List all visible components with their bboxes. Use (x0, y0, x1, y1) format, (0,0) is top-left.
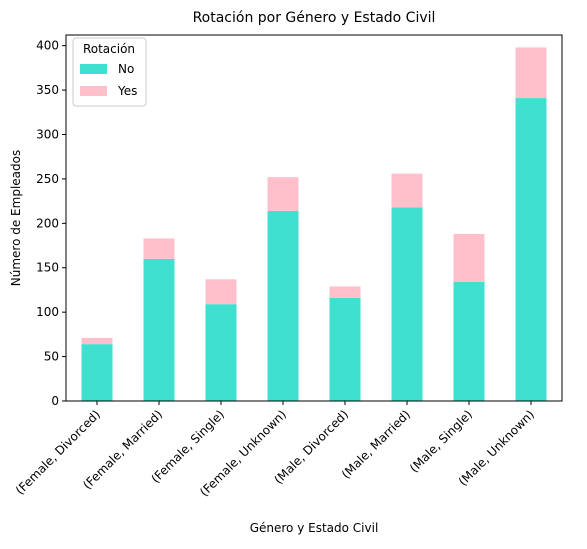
bars-layer (81, 47, 547, 401)
bar-male-unknown-yes (515, 47, 547, 99)
chart-title: Rotación por Género y Estado Civil (193, 10, 436, 26)
y-tick-label-100: 100 (36, 305, 59, 319)
y-tick-label-400: 400 (36, 39, 59, 53)
legend-label-no: No (118, 62, 134, 76)
x-tick-label-male-married: (Male, Married) (339, 407, 413, 481)
x-axis: (Female, Divorced)(Female, Married)(Fema… (13, 401, 537, 499)
bar-female-unknown-no (267, 210, 299, 401)
y-tick-label-150: 150 (36, 261, 59, 275)
plot-frame (65, 34, 563, 402)
bar-female-divorced-yes (81, 337, 113, 345)
legend-title: Rotación (83, 42, 135, 56)
bar-male-married-no (391, 207, 423, 401)
y-axis: 0 50 100 150 200 250 300 350 400 (36, 39, 66, 408)
legend-swatch-no (80, 64, 107, 74)
bar-female-divorced-no (81, 344, 113, 401)
x-tick-label-male-single: (Male, Single) (407, 407, 475, 475)
bar-male-unknown-no (515, 98, 547, 401)
bar-female-unknown-yes (267, 177, 299, 211)
bar-female-single-no (205, 304, 237, 401)
y-tick-label-200: 200 (36, 216, 59, 230)
y-tick-label-250: 250 (36, 172, 59, 186)
y-axis-label: Número de Empleados (9, 150, 23, 286)
legend-label-yes: Yes (117, 84, 137, 98)
bar-male-divorced-yes (329, 286, 361, 298)
x-axis-label: Género y Estado Civil (250, 521, 379, 535)
bar-female-single-yes (205, 279, 237, 305)
y-tick-label-350: 350 (36, 83, 59, 97)
bar-female-married-no (143, 258, 175, 401)
legend-swatch-yes (80, 86, 107, 96)
bar-male-divorced-no (329, 297, 361, 401)
y-tick-label-50: 50 (44, 350, 59, 364)
y-tick-label-0: 0 (51, 394, 59, 408)
bar-male-single-yes (453, 233, 485, 282)
legend: Rotación No Yes (72, 37, 147, 107)
bar-female-married-yes (143, 238, 175, 259)
bar-male-married-yes (391, 173, 423, 208)
bar-male-single-no (453, 281, 485, 401)
y-tick-label-300: 300 (36, 127, 59, 141)
